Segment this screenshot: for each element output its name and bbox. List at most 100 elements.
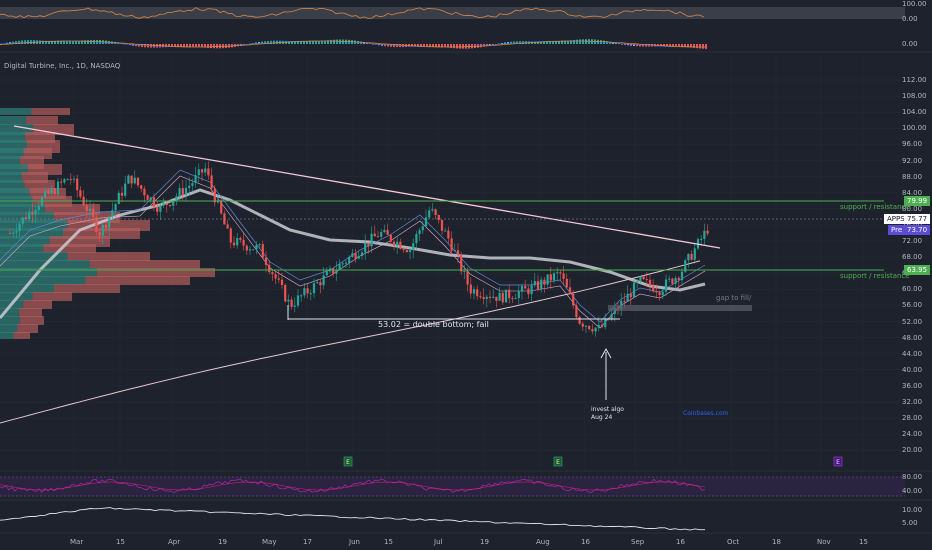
candle (690, 250, 693, 261)
candle (514, 293, 517, 300)
candle (687, 253, 690, 268)
candle (271, 269, 274, 281)
candle (386, 223, 389, 235)
candle (572, 289, 575, 309)
candle (405, 247, 408, 253)
candle (252, 249, 255, 251)
candle (559, 269, 562, 281)
candle (44, 186, 47, 200)
rsi-band (0, 477, 905, 496)
descending-trendline[interactable] (13, 125, 721, 249)
candle (220, 198, 223, 216)
invest-algo-arrow-head (600, 347, 612, 359)
candle (565, 273, 568, 288)
candle (677, 275, 680, 289)
candle (664, 274, 668, 297)
svg-text:E: E (556, 459, 560, 466)
pre-market-tag: Pre (888, 225, 906, 235)
candle (338, 259, 341, 271)
price-axis-label: 28.00 (902, 414, 923, 423)
price-axis-label: 60.00 (902, 285, 923, 294)
candle (8, 227, 12, 235)
candlestick-series[interactable] (8, 161, 709, 337)
candle (453, 243, 456, 252)
bottom-axis-label: 5.00 (902, 519, 918, 527)
candle (114, 202, 117, 218)
candle (213, 185, 216, 207)
candle (181, 180, 184, 201)
candle (693, 242, 696, 264)
candle (53, 179, 56, 197)
candle (517, 285, 520, 305)
candle (245, 244, 248, 255)
candle (226, 219, 229, 229)
ticker-tag: APPS (884, 214, 908, 224)
candle (85, 198, 88, 219)
candle (284, 283, 287, 303)
gap-box[interactable] (608, 305, 752, 311)
candle (325, 267, 328, 277)
time-axis-label: 19 (218, 538, 227, 546)
earnings-marker[interactable]: E (343, 456, 353, 467)
candle (380, 228, 383, 240)
candle (536, 275, 540, 292)
candle (418, 227, 421, 242)
candle (504, 289, 508, 303)
time-axis-label: Mar (70, 538, 84, 546)
candle (581, 321, 584, 331)
candle (652, 279, 655, 293)
candle (18, 221, 21, 239)
candle (69, 173, 72, 185)
price-axis-label: 24.00 (902, 430, 923, 439)
gap-annotation[interactable]: gap to fill/ (716, 294, 752, 302)
candle (376, 230, 380, 238)
candle (364, 234, 367, 261)
support-resistance-label-lower[interactable]: support / resistance (840, 272, 910, 280)
candle (680, 268, 684, 286)
candle (300, 294, 303, 302)
candle (591, 323, 594, 335)
candle (197, 163, 200, 183)
candle (498, 286, 501, 301)
double-bottom-annotation[interactable]: 53.02 = double bottom; fail (378, 320, 489, 329)
watermark-link[interactable]: Coinbases.com (683, 410, 729, 417)
candle (76, 174, 79, 198)
earnings-marker[interactable]: E (833, 456, 843, 467)
candle (261, 240, 264, 258)
candle (684, 258, 687, 274)
top-osc-axis-label: 100.00 (902, 0, 927, 8)
invest-algo-annotation[interactable]: invest algo (591, 406, 624, 413)
candle (367, 242, 370, 254)
candle (703, 223, 706, 246)
invest-algo-date[interactable]: Aug 24 (591, 414, 613, 421)
time-axis-label: 15 (859, 538, 868, 546)
macd-line (0, 40, 706, 48)
candle (47, 187, 50, 195)
candle (79, 186, 82, 200)
candle (21, 216, 24, 229)
candle (370, 226, 373, 253)
symbol-title[interactable]: Digital Turbine, Inc., 1D, NASDAQ (4, 62, 121, 70)
time-axis-label: 17 (303, 538, 312, 546)
candle (162, 197, 165, 208)
candle (511, 295, 514, 303)
time-axis-label: 18 (772, 538, 781, 546)
candle (485, 294, 488, 308)
candle (604, 313, 607, 330)
earnings-marker[interactable]: E (553, 456, 563, 467)
candle (60, 178, 63, 190)
candle (396, 237, 399, 255)
candle (466, 267, 469, 292)
candle (194, 167, 197, 188)
rsi-axis-label: 80.00 (902, 473, 923, 481)
candle (479, 291, 482, 300)
support-resistance-label-upper[interactable]: support / resistance (840, 203, 910, 211)
candle (706, 224, 709, 237)
candle (533, 273, 536, 288)
candle (223, 210, 226, 225)
candle (120, 186, 124, 202)
candle (322, 267, 325, 290)
candle (63, 178, 66, 185)
